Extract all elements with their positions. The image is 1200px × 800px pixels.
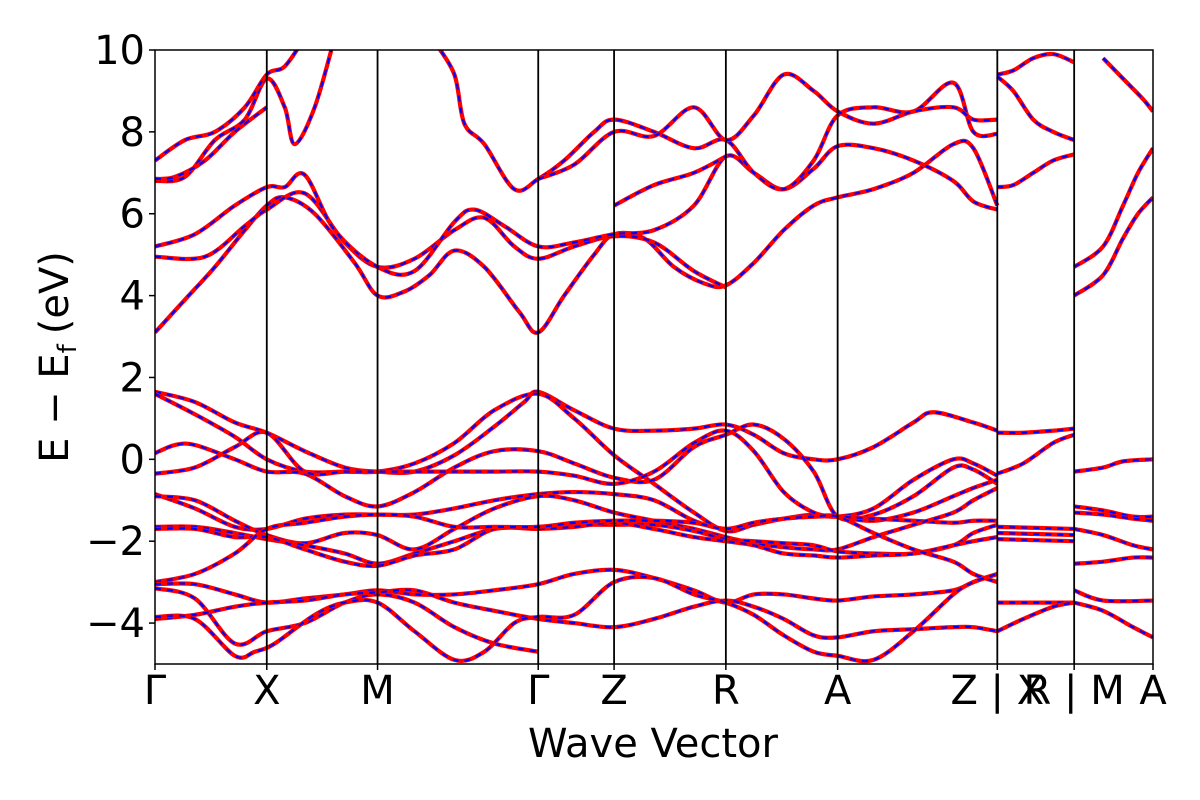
band-line-fit — [997, 427, 1075, 434]
y-tick-label: 4 — [120, 274, 145, 320]
band-line-fit — [155, 423, 998, 522]
y-axis-label: E − Ef (eV) — [32, 251, 83, 463]
x-tick-label: X — [253, 668, 280, 714]
band-line — [997, 152, 1075, 190]
band-line-fit — [537, 72, 998, 180]
band-line — [996, 600, 1075, 634]
x-axis-label: Wave Vector — [528, 721, 779, 767]
band-line-fit — [155, 50, 299, 162]
band-line-fit — [155, 143, 998, 276]
band-line — [996, 432, 1075, 476]
y-tick-label: 8 — [120, 110, 145, 156]
band-line-fit — [1074, 458, 1153, 473]
band-line-fit — [1073, 527, 1153, 551]
band-line-fit — [996, 75, 1075, 142]
y-tick-label: 0 — [120, 437, 145, 483]
band-line-fit — [438, 50, 998, 192]
band-line — [155, 389, 999, 476]
x-tick-label: R | M — [1024, 668, 1125, 714]
x-tick-label: A — [1139, 668, 1167, 714]
band-line — [1072, 147, 1153, 269]
band-line-fit — [997, 531, 1075, 537]
band-line-fit — [155, 191, 727, 289]
band-line — [155, 567, 998, 605]
band-line — [155, 571, 998, 664]
band-line-fit — [155, 588, 998, 639]
band-line-fit — [1102, 57, 1153, 113]
band-lines — [155, 50, 1153, 664]
x-tick-label: Γ — [144, 668, 167, 714]
band-line-fit — [155, 521, 998, 568]
y-tick-label: −4 — [86, 601, 145, 647]
band-line — [155, 586, 539, 654]
y-tick-label: 2 — [120, 355, 145, 401]
high-symmetry-lines — [265, 50, 1076, 664]
band-line-fit — [996, 433, 1075, 475]
plot-frame — [154, 49, 1154, 665]
band-line-fit — [997, 525, 1075, 531]
band-line-fit — [1074, 511, 1153, 522]
band-line-fit — [1073, 601, 1153, 639]
band-line-fit — [997, 153, 1075, 189]
band-line — [155, 138, 1000, 335]
band-line — [155, 520, 998, 569]
x-tick-label: Γ — [527, 668, 550, 714]
x-tick-label: M — [360, 668, 395, 714]
y-axis-label-main: E − E — [32, 353, 78, 463]
band-line — [613, 154, 727, 208]
band-line-fit — [1073, 196, 1153, 297]
x-tick-label: R — [712, 668, 740, 714]
band-line-fit — [1074, 505, 1153, 519]
y-axis-label-unit: (eV) — [32, 251, 78, 334]
band-line-fit — [1074, 556, 1153, 565]
y-tick-label: 6 — [120, 192, 145, 238]
band-line-fit — [155, 390, 998, 475]
band-line-fit — [155, 139, 999, 334]
band-line-fit — [155, 106, 268, 181]
band-line — [1073, 588, 1153, 604]
band-line-fit — [996, 601, 1075, 633]
x-tick-label: Z — [600, 668, 627, 714]
band-line-fit — [997, 538, 1075, 543]
y-tick-label: −2 — [86, 519, 145, 565]
y-axis-label-subscript: f — [53, 343, 83, 353]
band-line — [1072, 195, 1153, 298]
band-line-fit — [997, 52, 1075, 76]
y-tick-label: 10 — [94, 28, 145, 74]
band-line-fit — [155, 572, 998, 663]
x-tick-label: A — [824, 668, 852, 714]
x-tick-label: Z | X — [950, 668, 1044, 714]
y-axis: −4 −2 0 2 4 6 8 10 — [86, 28, 155, 647]
x-axis: Γ X M Γ Z R A Z | XR | M A — [144, 664, 1167, 714]
